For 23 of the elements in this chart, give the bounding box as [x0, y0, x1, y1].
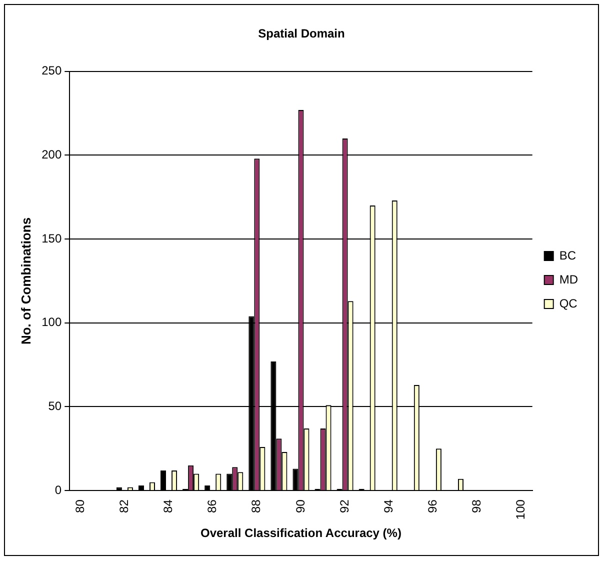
x-axis-title: Overall Classification Accuracy (%): [200, 526, 402, 540]
x-tick-label: 92: [337, 499, 352, 513]
legend-label: MD: [559, 272, 578, 286]
x-tick-label: 98: [470, 499, 484, 513]
x-tick-label: 100: [514, 499, 528, 520]
x-tick-label: 96: [425, 499, 440, 513]
legend-label: QC: [559, 296, 578, 310]
y-tick-label: 250: [42, 64, 62, 78]
y-tick-label: 150: [42, 231, 62, 246]
x-tick-label: 84: [161, 499, 176, 513]
y-tick-label: 200: [42, 148, 62, 162]
y-tick-label: 100: [42, 315, 62, 330]
x-tick-label: 88: [249, 499, 264, 513]
y-axis-title: No. of Combinations: [18, 217, 34, 345]
x-tick-label: 80: [72, 499, 87, 513]
y-tick-label: 50: [48, 399, 62, 414]
x-tick-label: 86: [205, 499, 220, 513]
legend-label: BC: [559, 248, 576, 262]
x-tick-label: 90: [293, 499, 308, 513]
chart-title: Spatial Domain: [258, 26, 345, 41]
x-tick-label: 94: [381, 499, 396, 513]
y-tick-label: 0: [54, 482, 62, 497]
x-tick-label: 82: [117, 499, 132, 513]
